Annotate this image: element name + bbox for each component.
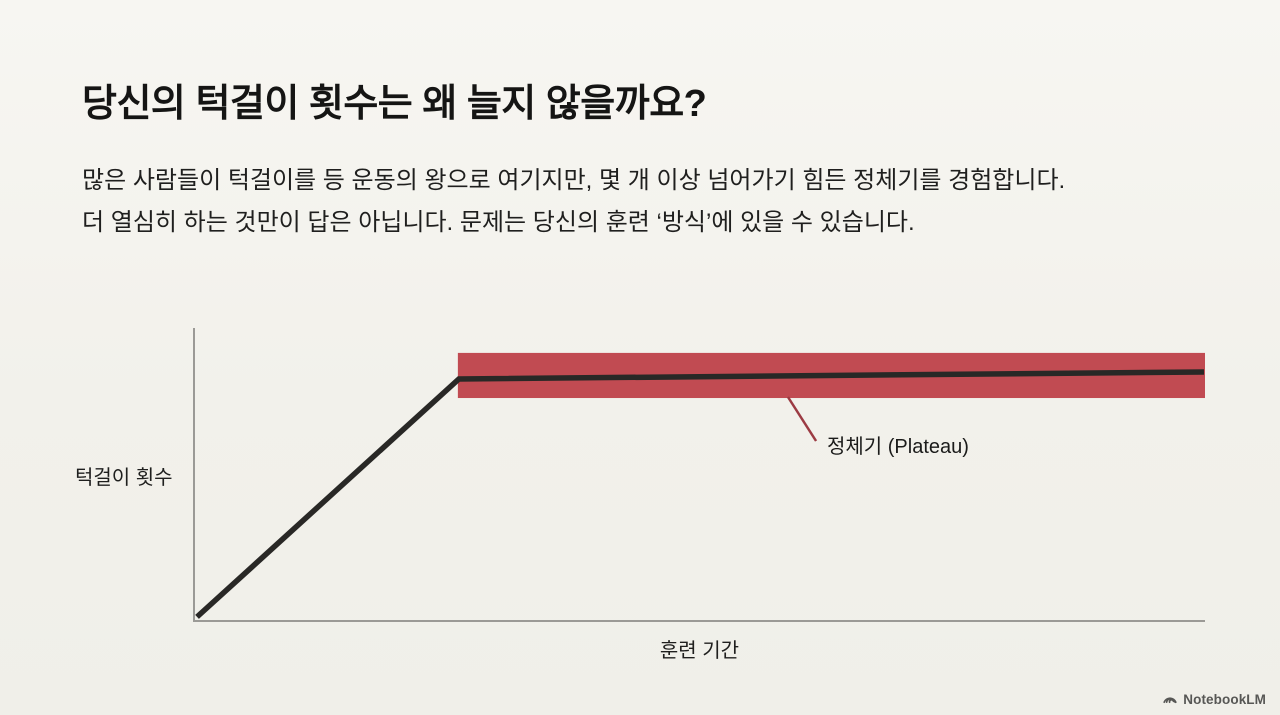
slide-body-line-1: 많은 사람들이 턱걸이를 등 운동의 왕으로 여기지만, 몇 개 이상 넘어가기… bbox=[82, 167, 1066, 194]
notebooklm-brand: NotebookLM bbox=[1162, 691, 1266, 707]
annotation-leader-line bbox=[786, 396, 818, 442]
slide-body: 많은 사람들이 턱걸이를 등 운동의 왕으로 여기지만, 몇 개 이상 넘어가기… bbox=[82, 160, 1065, 244]
notebooklm-brand-text: NotebookLM bbox=[1183, 691, 1266, 707]
plateau-annotation-label: 정체기 (Plateau) bbox=[827, 436, 969, 458]
trend-line bbox=[195, 369, 1205, 619]
slide-title: 당신의 턱걸이 횟수는 왜 늘지 않을까요? bbox=[82, 83, 707, 125]
notebooklm-swirl-icon bbox=[1162, 691, 1178, 707]
slide-body-line-2: 더 열심히 하는 것만이 답은 아닙니다. 문제는 당신의 훈련 ‘방식’에 있… bbox=[82, 209, 915, 236]
x-axis-label: 훈련 기간 bbox=[659, 640, 740, 662]
y-axis-label: 턱걸이 횟수 bbox=[75, 467, 173, 489]
